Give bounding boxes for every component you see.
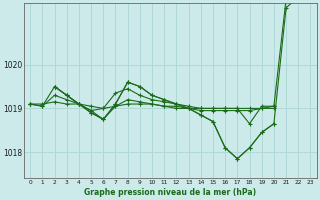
X-axis label: Graphe pression niveau de la mer (hPa): Graphe pression niveau de la mer (hPa) (84, 188, 256, 197)
